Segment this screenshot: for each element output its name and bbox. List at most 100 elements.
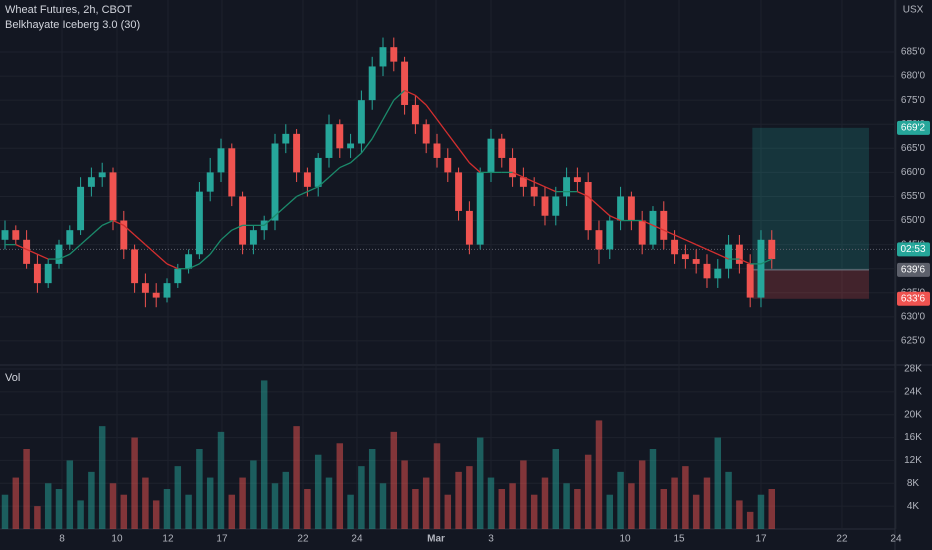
candle-body bbox=[768, 239, 776, 260]
candle-body bbox=[411, 104, 419, 125]
entry-label: 639'6 bbox=[901, 265, 926, 276]
volume-bar bbox=[757, 494, 765, 529]
volume-bar bbox=[433, 443, 441, 529]
ma-segment bbox=[296, 191, 308, 198]
countdown-label-bg bbox=[897, 242, 930, 257]
candle-body bbox=[185, 254, 193, 269]
candle-body bbox=[390, 47, 398, 62]
candle-body bbox=[239, 196, 247, 245]
ma-segment bbox=[231, 224, 243, 231]
y2-tick-label: 4K bbox=[907, 501, 920, 512]
volume-bar bbox=[34, 506, 41, 529]
volume-bar bbox=[401, 460, 408, 529]
target-label: 669'2 bbox=[901, 122, 926, 133]
x-tick-label: 17 bbox=[755, 534, 767, 545]
candle-body bbox=[249, 230, 257, 245]
volume-bar bbox=[55, 489, 63, 529]
candle-body bbox=[455, 172, 463, 211]
ma-segment bbox=[80, 234, 92, 246]
volume-bar bbox=[239, 477, 246, 529]
volume-bar bbox=[584, 454, 592, 529]
volume-bar bbox=[552, 449, 560, 529]
candle-body bbox=[487, 138, 495, 173]
candle-body bbox=[206, 172, 214, 192]
volume-bar bbox=[152, 500, 160, 529]
ma-segment bbox=[382, 99, 395, 120]
volume-bar bbox=[574, 489, 581, 529]
ma-segment bbox=[274, 205, 287, 217]
candle-body bbox=[77, 186, 85, 231]
candle-body bbox=[109, 172, 117, 221]
ma-segment bbox=[15, 244, 27, 251]
x-tick-label: 22 bbox=[836, 534, 848, 545]
ma-segment bbox=[512, 171, 524, 178]
ma-segment bbox=[360, 138, 373, 154]
volume-bar bbox=[282, 471, 290, 529]
ma-segment bbox=[425, 104, 438, 120]
volume-bar bbox=[325, 477, 333, 529]
y-tick-label: 675'0 bbox=[901, 95, 926, 106]
candle-body bbox=[681, 254, 689, 260]
candle-body bbox=[746, 263, 754, 298]
x-tick-label: 24 bbox=[890, 534, 902, 545]
candle-body bbox=[314, 157, 322, 187]
candle-body bbox=[303, 172, 311, 187]
volume-bar bbox=[293, 426, 300, 529]
ma-segment bbox=[69, 244, 82, 255]
volume-bar bbox=[444, 494, 452, 529]
candle-body bbox=[433, 143, 441, 158]
y2-tick-label: 24K bbox=[904, 386, 922, 397]
ma-segment bbox=[598, 205, 611, 217]
ma-segment bbox=[328, 167, 341, 178]
y-tick-label: 650'0 bbox=[901, 215, 926, 226]
candle-body bbox=[33, 263, 41, 284]
y2-tick-label: 8K bbox=[907, 478, 920, 489]
volume-bar bbox=[206, 477, 214, 529]
candle-body bbox=[163, 283, 171, 298]
ma-segment bbox=[37, 253, 49, 260]
ma-segment bbox=[134, 234, 146, 246]
candle-body bbox=[519, 177, 527, 187]
ma-segment bbox=[144, 244, 157, 255]
volume-bar bbox=[260, 380, 268, 529]
ma-segment bbox=[663, 229, 675, 236]
volume-bar bbox=[520, 460, 527, 529]
volume-bar bbox=[379, 483, 387, 529]
y-tick-label: 685'0 bbox=[901, 47, 926, 58]
volume-bar bbox=[23, 449, 30, 529]
candle-body bbox=[282, 133, 290, 144]
ma-segment bbox=[263, 215, 276, 226]
volume-bar bbox=[606, 494, 614, 529]
volume-bar bbox=[88, 471, 95, 529]
ma-segment bbox=[339, 162, 351, 169]
volume-bar bbox=[422, 477, 430, 529]
ma-segment bbox=[220, 229, 233, 241]
volume-bar bbox=[217, 431, 225, 529]
candle-body bbox=[152, 292, 160, 298]
ma-segment bbox=[112, 219, 125, 226]
candle-body bbox=[627, 196, 635, 221]
volume-bar bbox=[498, 489, 506, 529]
candle-body bbox=[195, 191, 203, 255]
volume-bar bbox=[509, 483, 516, 529]
volume-label: Vol bbox=[5, 372, 20, 384]
volume-bar bbox=[466, 466, 473, 529]
ma-segment bbox=[717, 253, 729, 260]
candle-body bbox=[660, 210, 668, 240]
volume-bar bbox=[174, 466, 182, 529]
candle-body bbox=[541, 196, 549, 216]
volume-bar bbox=[185, 494, 192, 529]
x-tick-label: 8 bbox=[59, 534, 65, 545]
candle-body bbox=[573, 177, 581, 183]
ma-segment bbox=[587, 195, 600, 207]
volume-bar bbox=[703, 477, 711, 529]
volume-bar bbox=[530, 494, 538, 529]
y-tick-label: 655'0 bbox=[901, 191, 926, 202]
candle-body bbox=[725, 244, 733, 269]
candle-body bbox=[671, 239, 679, 255]
volume-bar bbox=[476, 437, 484, 529]
volume-bar bbox=[314, 454, 322, 529]
y2-tick-label: 20K bbox=[904, 409, 922, 420]
